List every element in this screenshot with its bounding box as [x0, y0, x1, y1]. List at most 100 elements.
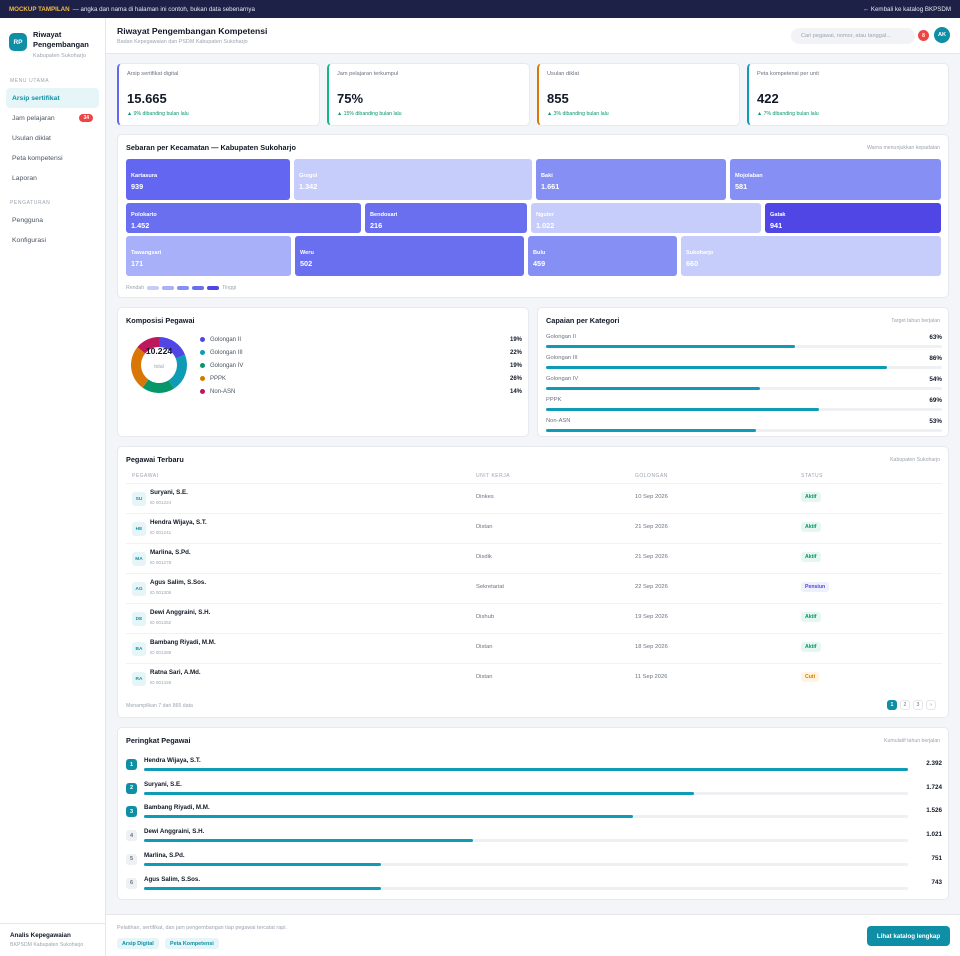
table-row[interactable]: HE Hendra Wijaya, S.T. ID 001241 Distan 21 S…	[126, 513, 942, 543]
tile-weru[interactable]: Weru 502	[295, 236, 524, 276]
employees-note: Kabupaten Sukoharjo	[890, 457, 940, 463]
ranking-row[interactable]: 6 Agus Salim, S.Sos. 743	[126, 874, 942, 898]
avatar[interactable]: AK	[934, 27, 950, 43]
progress-fill	[546, 387, 760, 390]
column-header-golongan[interactable]: GOLONGAN	[635, 473, 668, 479]
progress-track	[546, 429, 942, 432]
ranking-row[interactable]: 1 Hendra Wijaya, S.T. 2.392	[126, 755, 942, 779]
search-input[interactable]: Cari pegawai, nomor, atau tanggal...	[791, 28, 915, 44]
divider	[0, 923, 106, 924]
tile-nguter[interactable]: Nguter 1.022	[531, 203, 761, 233]
donut-slice	[137, 337, 159, 354]
table-row[interactable]: BA Bambang Riyadi, M.M. ID 001389 Distan 18 …	[126, 633, 942, 663]
tile-tawangsari[interactable]: Tawangsari 171	[126, 236, 291, 276]
table-row[interactable]: MA Marlina, S.Pd. ID 001278 Disdik 21 Sep 20…	[126, 543, 942, 573]
sidebar-item-label: Pengguna	[12, 216, 43, 224]
sidebar-item-peta-kompetensi[interactable]: Peta kompetensi	[6, 148, 99, 168]
brand: RP Riwayat Pengembangan Kabupaten Sukoha…	[0, 18, 105, 66]
sidebar-item-laporan[interactable]: Laporan	[6, 168, 99, 188]
sidebar-item-konfigurasi[interactable]: Konfigurasi	[6, 230, 99, 250]
column-header-unit-kerja[interactable]: UNIT KERJA	[476, 473, 511, 479]
sidebar-item-pengguna[interactable]: Pengguna	[6, 210, 99, 230]
table-row[interactable]: SU Suryani, S.E. ID 001224 Dinkes 10 Sep 202…	[126, 483, 942, 513]
sidebar-item-usulan-diklat[interactable]: Usulan diklat	[6, 128, 99, 148]
sidebar: RP Riwayat Pengembangan Kabupaten Sukoha…	[0, 18, 106, 956]
tile-bendosari[interactable]: Bendosari 216	[365, 203, 527, 233]
mockup-banner: MOCKUP TAMPILAN — angka dan nama di halam…	[0, 0, 960, 18]
kpi-card-arsip: Arsip sertifikat digital 15.665 ▲ 9% dib…	[117, 63, 320, 126]
progress-fill	[546, 345, 796, 348]
legend-item: Golongan II 19%	[200, 333, 522, 346]
ranking-track	[144, 862, 908, 866]
column-header-status[interactable]: STATUS	[801, 473, 823, 479]
status-badge: Aktif	[801, 642, 821, 652]
ranking-row[interactable]: 4 Dewi Anggraini, S.H. 1.021	[126, 826, 942, 850]
sidebar-item-arsip-sertifikat[interactable]: Arsip sertifikat	[6, 88, 99, 108]
back-to-catalog-link[interactable]: ← Kembali ke katalog BKPSDM	[862, 5, 951, 13]
employee-name: Agus Salim, S.Sos.	[150, 579, 207, 586]
ranking-fill	[144, 839, 473, 843]
progress-label: Golongan II	[546, 334, 576, 340]
sidebar-item-jam-pelajaran[interactable]: Jam pelajaran 34	[6, 108, 99, 128]
progress-pct: 53%	[929, 418, 942, 425]
brand-title-line1: Riwayat	[33, 30, 62, 39]
tile-kartasura[interactable]: Kartasura 939	[126, 159, 290, 200]
unit-cell: Distan	[476, 674, 493, 680]
ranking-row[interactable]: 3 Bambang Riyadi, M.M. 1.526	[126, 802, 942, 826]
kpi-value: 75%	[337, 91, 364, 106]
page-button[interactable]: 1	[887, 700, 897, 710]
view-catalog-button[interactable]: Lihat katalog lengkap	[867, 926, 950, 946]
kpi-delta: ▲ 3% dibanding bulan lalu	[547, 111, 609, 117]
ranking-value: 1.724	[926, 783, 942, 791]
tile-sukoharjo[interactable]: Sukoharjo 660	[681, 236, 941, 276]
table-row[interactable]: RA Ratna Sari, A.Md. ID 001426 Distan 11 Sep…	[126, 663, 942, 693]
kpi-label: Arsip sertifikat digital	[127, 71, 179, 77]
user-org: BKPSDM Kabupaten Sukoharjo	[10, 942, 84, 948]
tile-mojolaban[interactable]: Mojolaban 581	[730, 159, 941, 200]
page-button[interactable]: 2	[900, 700, 910, 710]
tile-value: 459	[533, 259, 546, 268]
column-header-pegawai[interactable]: PEGAWAI	[132, 473, 159, 479]
current-user[interactable]: Analis Kepegawaian BKPSDM Kabupaten Suko…	[10, 932, 83, 948]
page-button[interactable]: 3	[913, 700, 923, 710]
tile-name: Nguter	[536, 212, 555, 218]
legend-dot	[200, 363, 205, 368]
ranking-fill	[144, 815, 633, 819]
ranking-name: Suryani, S.E.	[144, 780, 182, 788]
unit-cell: Distan	[476, 644, 493, 650]
table-row[interactable]: DE Dewi Anggraini, S.H. ID 001352 Dishub 19 …	[126, 603, 942, 633]
table-row[interactable]: AG Agus Salim, S.Sos. ID 001305 Sekretariat…	[126, 573, 942, 603]
tile-name: Kartasura	[131, 173, 158, 179]
kpi-delta: ▲ 15% dibanding bulan lalu	[337, 111, 402, 117]
tile-name: Tawangsari	[131, 250, 162, 256]
date-cell: 11 Sep 2026	[635, 674, 668, 680]
tile-name: Polokarto	[131, 212, 157, 218]
tile-value: 581	[735, 182, 748, 191]
next-page-button[interactable]: ›	[926, 700, 936, 710]
tile-value: 1.661	[541, 182, 560, 191]
kpi-delta: ▲ 9% dibanding bulan lalu	[127, 111, 189, 117]
notification-icon[interactable]: 8	[918, 30, 929, 41]
ranking-name: Bambang Riyadi, M.M.	[144, 804, 210, 812]
rank-badge: 2	[126, 782, 137, 794]
tile-gatak[interactable]: Gatak 941	[765, 203, 941, 233]
ranking-fill	[144, 886, 381, 890]
donut-slice	[142, 379, 175, 393]
tile-baki[interactable]: Baki 1.661	[536, 159, 726, 200]
tile-bulu[interactable]: Bulu 459	[528, 236, 677, 276]
tile-polokarto[interactable]: Polokarto 1.452	[126, 203, 361, 233]
ranking-row[interactable]: 5 Marlina, S.Pd. 751	[126, 850, 942, 874]
status-badge: Aktif	[801, 612, 821, 622]
ranking-value: 743	[931, 878, 942, 886]
unit-cell: Dishub	[476, 614, 495, 620]
progress-pct: 63%	[929, 334, 942, 341]
tile-grogol[interactable]: Grogol 1.342	[294, 159, 532, 200]
chip-arsip-digital[interactable]: Arsip Digital	[117, 938, 159, 949]
sidebar-item-label: Laporan	[12, 174, 37, 182]
ranking-row[interactable]: 2 Suryani, S.E. 1.724	[126, 779, 942, 803]
status-badge: Aktif	[801, 552, 821, 562]
status-badge: Pensiun	[801, 582, 830, 592]
ranking-value: 1.526	[926, 807, 942, 815]
chip-peta-kompetensi[interactable]: Peta Kompetensi	[165, 938, 219, 949]
achievement-note: Target tahun berjalan	[891, 318, 940, 324]
